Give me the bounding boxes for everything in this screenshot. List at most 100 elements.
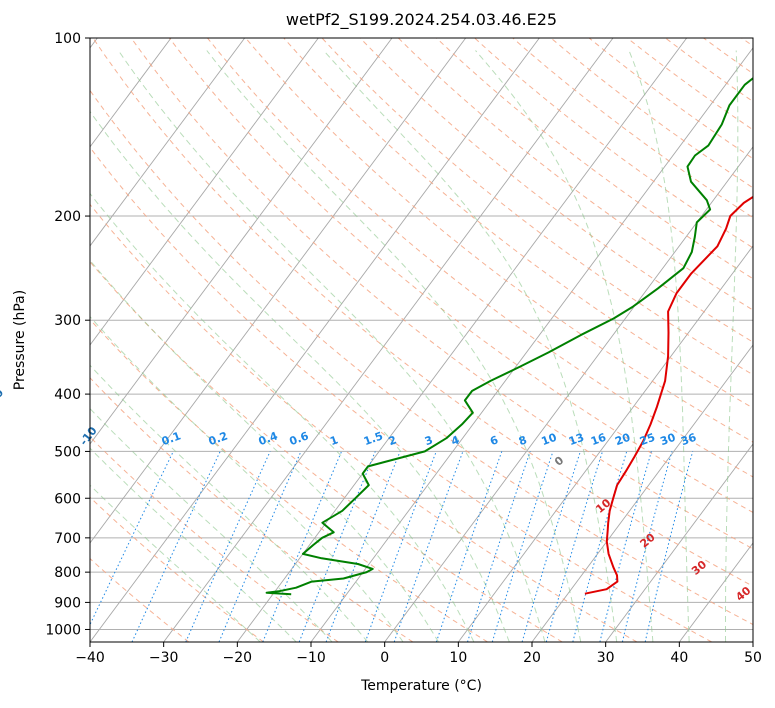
temperature-profile-line xyxy=(584,195,753,595)
moist-adiabat-line xyxy=(323,50,618,642)
mixing-ratio-line xyxy=(467,451,531,642)
moist-adiabat-line xyxy=(475,50,654,642)
x-tick-label: 20 xyxy=(523,650,541,666)
mixing-ratio-label: 6 xyxy=(488,433,500,448)
dry-adiabat-line xyxy=(703,38,753,75)
moist-adiabat-label: 40 xyxy=(733,584,753,604)
dry-adiabat-line xyxy=(550,38,753,189)
isotherm-line xyxy=(310,47,753,642)
dry-adiabat-line xyxy=(90,146,712,642)
dewpoint-profile-line xyxy=(265,77,753,596)
dry-adiabat-line xyxy=(90,496,264,642)
dry-adiabat-line xyxy=(90,260,563,642)
x-tick-label: −20 xyxy=(223,650,253,666)
mixing-ratio-label: 10 xyxy=(540,431,559,449)
moist-adiabat-line xyxy=(90,364,369,642)
mixing-ratio-label: 1 xyxy=(328,433,340,448)
isotherm-line xyxy=(457,245,753,642)
mixing-ratio-line xyxy=(90,451,174,626)
x-tick-label: 40 xyxy=(670,650,688,666)
mixing-ratio-label: 4 xyxy=(450,433,462,448)
mixing-ratio-line xyxy=(621,451,673,642)
mixing-ratio-line xyxy=(491,451,554,642)
moist-adiabat-label: 0 xyxy=(552,454,566,469)
mixing-ratio-label: 1.5 xyxy=(362,429,385,448)
dry-adiabat-line xyxy=(245,38,753,443)
mixing-ratio-line xyxy=(218,451,302,642)
dry-adiabat-line xyxy=(321,38,753,376)
mixing-ratio-label: 8 xyxy=(517,433,529,448)
moist-adiabat-label: 20 xyxy=(638,530,658,550)
isotherm-line xyxy=(90,38,172,148)
dry-adiabat-line xyxy=(207,38,753,478)
y-tick-label: 100 xyxy=(54,31,81,47)
mixing-ratio-line xyxy=(644,451,694,642)
isotherm-line xyxy=(90,38,246,247)
dry-adiabat-line xyxy=(90,318,488,642)
dry-adiabat-line xyxy=(474,38,753,249)
dry-adiabat-line xyxy=(90,377,414,642)
mixing-ratio-line xyxy=(599,451,652,642)
mixing-ratio-line xyxy=(545,451,603,642)
plot-frame xyxy=(89,37,754,643)
moist-adiabat-line xyxy=(90,447,297,642)
y-tick-label: 600 xyxy=(54,491,81,507)
x-tick-label: −30 xyxy=(149,650,179,666)
y-tick-label: 200 xyxy=(54,209,81,225)
y-tick-label: 300 xyxy=(54,313,81,329)
mixing-ratio-label: 30 xyxy=(659,431,678,449)
mixing-ratio-label: 16 xyxy=(589,431,608,449)
dry-adiabat-line xyxy=(512,38,753,219)
moist-adiabat-line xyxy=(206,50,582,642)
moist-adiabat-line xyxy=(90,407,333,642)
mixing-ratio-line xyxy=(325,451,401,642)
moist-adiabat-line xyxy=(725,50,739,642)
mixing-ratio-label: 2 xyxy=(387,433,399,448)
moist-adiabat-line xyxy=(90,315,404,642)
mixing-ratio-label: 20 xyxy=(613,431,632,449)
isotherm-line xyxy=(90,38,98,49)
y-tick-label: 900 xyxy=(54,595,81,611)
isotherm-line xyxy=(752,641,753,642)
moist-adiabat-line xyxy=(90,484,261,642)
isotherm-line xyxy=(384,146,753,642)
y-tick-label: 800 xyxy=(54,565,81,581)
mixing-ratio-line xyxy=(262,451,343,642)
moist-adiabat-line xyxy=(117,50,546,642)
mixing-ratio-label: 13 xyxy=(567,431,586,448)
mixing-ratio-line xyxy=(572,451,628,642)
isotherm-line xyxy=(90,38,393,445)
moist-adiabat-line xyxy=(90,192,475,642)
moist-adiabat-line xyxy=(628,50,690,642)
dry-adiabat-line xyxy=(359,38,753,343)
x-tick-label: 50 xyxy=(744,650,762,666)
moist-adiabat-line xyxy=(90,110,510,642)
dry-adiabat-label: -20 xyxy=(0,386,6,410)
x-tick-label: 0 xyxy=(380,650,389,666)
isotherm-line xyxy=(90,38,319,346)
mixing-ratio-label: 36 xyxy=(679,431,698,449)
y-tick-label: 1000 xyxy=(45,622,81,638)
isotherm-line xyxy=(90,38,467,544)
isotherm-line xyxy=(163,38,614,642)
x-axis-label: Temperature (°C) xyxy=(361,678,482,694)
mixing-ratio-line xyxy=(364,451,437,642)
isotherm-line xyxy=(0,38,24,642)
isotherm-line xyxy=(90,38,540,642)
mixing-ratio-line xyxy=(435,451,503,642)
plot-area xyxy=(0,38,753,642)
mixing-ratio-label: 25 xyxy=(638,431,657,448)
mixing-ratio-label: 0.4 xyxy=(257,429,280,448)
mixing-ratio-label: 0.2 xyxy=(207,429,230,448)
mixing-ratio-label: 0.1 xyxy=(160,429,183,448)
dry-adiabat-line xyxy=(90,203,638,642)
mixing-ratio-label: 3 xyxy=(423,433,435,448)
mixing-ratio-line xyxy=(131,451,221,642)
mixing-ratio-line xyxy=(393,451,464,642)
x-tick-label: −10 xyxy=(296,650,326,666)
y-tick-label: 400 xyxy=(54,387,81,403)
dry-adiabat-line xyxy=(283,38,753,409)
dry-adiabat-line xyxy=(130,38,753,550)
